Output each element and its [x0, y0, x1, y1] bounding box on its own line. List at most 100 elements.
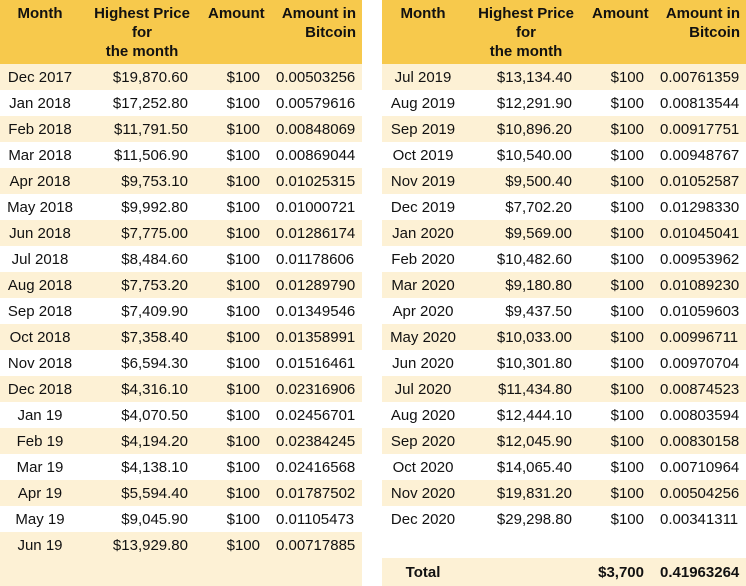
blank-cell	[382, 532, 464, 558]
cell-price: $5,594.40	[80, 480, 204, 506]
cell-month: Sep 2018	[0, 298, 80, 324]
cell-month: Jan 2020	[382, 220, 464, 246]
table-row: Jun 2020 $10,301.80 $100 0.00970704	[382, 350, 746, 376]
cell-month: Feb 2018	[0, 116, 80, 142]
cell-price: $12,444.10	[464, 402, 588, 428]
cell-price: $12,045.90	[464, 428, 588, 454]
header-price-line2: the month	[489, 43, 563, 60]
cell-month: Oct 2020	[382, 454, 464, 480]
table-row: May 19 $9,045.90 $100 0.01105473	[0, 506, 362, 532]
table-row: Dec 2018 $4,316.10 $100 0.02316906	[0, 376, 362, 402]
cell-bitcoin: 0.00341311	[654, 506, 746, 532]
table-row: Oct 2019 $10,540.00 $100 0.00948767	[382, 142, 746, 168]
cell-bitcoin: 0.00717885	[270, 532, 362, 558]
cell-price: $4,070.50	[80, 402, 204, 428]
cell-price: $7,702.20	[464, 194, 588, 220]
cell-month: Jun 2018	[0, 220, 80, 246]
cell-price: $9,753.10	[80, 168, 204, 194]
header-highest-price: Highest Price for the month	[80, 0, 204, 64]
cell-month: Jan 19	[0, 402, 80, 428]
cell-amount: $100	[588, 454, 654, 480]
cell-month: Aug 2018	[0, 272, 80, 298]
cell-month: Dec 2019	[382, 194, 464, 220]
cell-bitcoin: 0.02456701	[270, 402, 362, 428]
cell-amount: $100	[588, 298, 654, 324]
total-label: Total	[382, 558, 464, 586]
cell-month: Apr 19	[0, 480, 80, 506]
cell-amount: $100	[204, 480, 270, 506]
cell-price: $9,045.90	[80, 506, 204, 532]
cell-month: Apr 2020	[382, 298, 464, 324]
cell-amount: $100	[588, 506, 654, 532]
cell-price: $9,992.80	[80, 194, 204, 220]
cell-bitcoin: 0.00813544	[654, 90, 746, 116]
cell-month: Aug 2020	[382, 402, 464, 428]
cell-amount: $100	[204, 168, 270, 194]
cell-price: $4,316.10	[80, 376, 204, 402]
table-row: May 2018 $9,992.80 $100 0.01000721	[0, 194, 362, 220]
cell-amount: $100	[204, 428, 270, 454]
table-row: Mar 19 $4,138.10 $100 0.02416568	[0, 454, 362, 480]
table-body-right: Jul 2019 $13,134.40 $100 0.00761359 Aug 2019…	[382, 64, 746, 586]
blank-row	[382, 532, 746, 558]
cell-price: $10,033.00	[464, 324, 588, 350]
cell-month: Jun 19	[0, 532, 80, 558]
cell-price: $11,434.80	[464, 376, 588, 402]
table-row: Jan 2018 $17,252.80 $100 0.00579616	[0, 90, 362, 116]
cell-month: Dec 2017	[0, 64, 80, 90]
cell-amount: $100	[204, 350, 270, 376]
cell-month: May 19	[0, 506, 80, 532]
cell-bitcoin: 0.00874523	[654, 376, 746, 402]
header-row: Month Highest Price for the month Amount …	[0, 0, 362, 64]
table-row: Jul 2020 $11,434.80 $100 0.00874523	[382, 376, 746, 402]
table-row: Aug 2018 $7,753.20 $100 0.01289790	[0, 272, 362, 298]
table-row: Apr 2020 $9,437.50 $100 0.01059603	[382, 298, 746, 324]
cell-bitcoin: 0.00848069	[270, 116, 362, 142]
cell-bitcoin: 0.00869044	[270, 142, 362, 168]
cell-amount: $100	[204, 324, 270, 350]
cell-bitcoin: 0.01052587	[654, 168, 746, 194]
cell-amount: $100	[588, 220, 654, 246]
cell-month: Nov 2019	[382, 168, 464, 194]
cell-bitcoin: 0.02384245	[270, 428, 362, 454]
table-row: Aug 2020 $12,444.10 $100 0.00803594	[382, 402, 746, 428]
cell-bitcoin: 0.00710964	[654, 454, 746, 480]
cell-month: Jul 2018	[0, 246, 80, 272]
cell-month: Sep 2020	[382, 428, 464, 454]
table-row: Sep 2019 $10,896.20 $100 0.00917751	[382, 116, 746, 142]
cell-amount: $100	[588, 116, 654, 142]
cell-amount: $100	[588, 350, 654, 376]
cell-price: $7,409.90	[80, 298, 204, 324]
cell-amount: $100	[204, 376, 270, 402]
btc-table-right: Month Highest Price for the month Amount …	[382, 0, 746, 586]
table-row: Aug 2019 $12,291.90 $100 0.00813544	[382, 90, 746, 116]
blank-cell	[654, 532, 746, 558]
cell-bitcoin: 0.00579616	[270, 90, 362, 116]
header-btc-line1: Amount in	[665, 5, 740, 22]
header-row: Month Highest Price for the month Amount …	[382, 0, 746, 64]
table-row: Jan 2020 $9,569.00 $100 0.01045041	[382, 220, 746, 246]
cell-price: $9,180.80	[464, 272, 588, 298]
blank-cell	[464, 532, 588, 558]
cell-price: $10,301.80	[464, 350, 588, 376]
header-highest-price: Highest Price for the month	[464, 0, 588, 64]
table-row: Nov 2020 $19,831.20 $100 0.00504256	[382, 480, 746, 506]
table-row: Feb 2018 $11,791.50 $100 0.00848069	[0, 116, 362, 142]
cell-bitcoin: 0.00996711	[654, 324, 746, 350]
table-row: Jul 2018 $8,484.60 $100 0.01178606	[0, 246, 362, 272]
cell-amount: $100	[204, 194, 270, 220]
cell-amount: $100	[204, 402, 270, 428]
cell-month: Dec 2020	[382, 506, 464, 532]
cell-bitcoin: 0.01787502	[270, 480, 362, 506]
cell-price: $9,437.50	[464, 298, 588, 324]
cell-month: Nov 2018	[0, 350, 80, 376]
cell-month: Jun 2020	[382, 350, 464, 376]
cell-price: $4,138.10	[80, 454, 204, 480]
cell-month: Mar 2020	[382, 272, 464, 298]
total-amount: $3,700	[588, 558, 654, 586]
table-row: Mar 2020 $9,180.80 $100 0.01089230	[382, 272, 746, 298]
cell-price: $29,298.80	[464, 506, 588, 532]
cell-bitcoin: 0.00830158	[654, 428, 746, 454]
cell-amount: $100	[588, 272, 654, 298]
header-amount-bitcoin: Amount in Bitcoin	[270, 0, 362, 64]
